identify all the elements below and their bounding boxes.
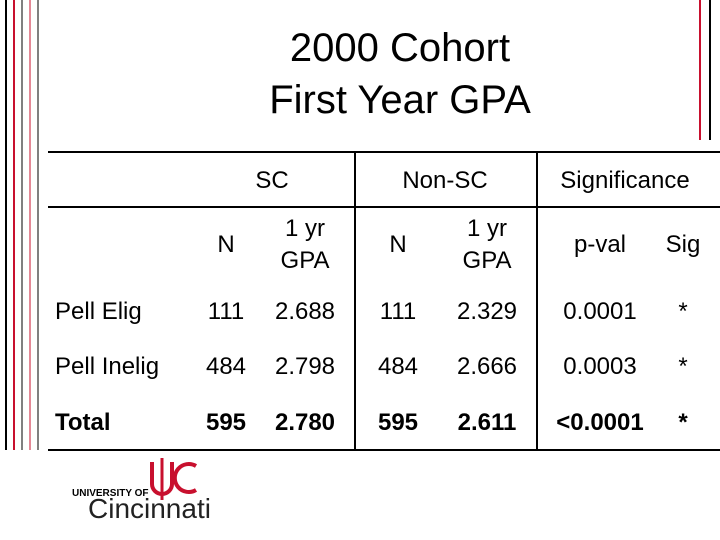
row-label: Total (55, 409, 111, 436)
column-header: 1 yr GPA (280, 215, 330, 274)
column-header: 1 yr GPA (462, 215, 512, 274)
group-header: SC (255, 167, 289, 194)
column-header: Sig (665, 231, 701, 258)
cell: * (678, 353, 688, 380)
title-line: First Year GPA (269, 78, 531, 122)
column-header: p-val (573, 231, 627, 258)
cell: 0.0001 (563, 298, 637, 325)
cell: 595 (377, 409, 419, 436)
cell: 484 (377, 353, 419, 380)
cell: * (678, 409, 688, 436)
column-header: N (217, 231, 235, 258)
group-header: Significance (560, 167, 690, 194)
column-header: N (389, 231, 407, 258)
cell: 595 (205, 409, 247, 436)
cell: 111 (207, 298, 245, 325)
title-line: 2000 Cohort (289, 26, 511, 70)
row-label: Pell Inelig (55, 353, 160, 380)
cell: <0.0001 (556, 409, 644, 436)
cell: * (678, 298, 688, 325)
group-header: Non-SC (402, 167, 488, 194)
row-label: Pell Elig (55, 298, 142, 325)
cell: 2.611 (457, 409, 517, 436)
cell: 111 (379, 298, 417, 325)
cell: 2.329 (456, 298, 518, 325)
logo-name: Cincinnati (88, 493, 211, 524)
cell: 0.0003 (563, 353, 637, 380)
cell: 2.688 (274, 298, 336, 325)
cell: 2.780 (274, 409, 336, 436)
logo-small: UNIVERSITY OF (72, 488, 149, 499)
cell: 2.798 (274, 353, 336, 380)
cell: 484 (205, 353, 247, 380)
cell: 2.666 (456, 353, 518, 380)
